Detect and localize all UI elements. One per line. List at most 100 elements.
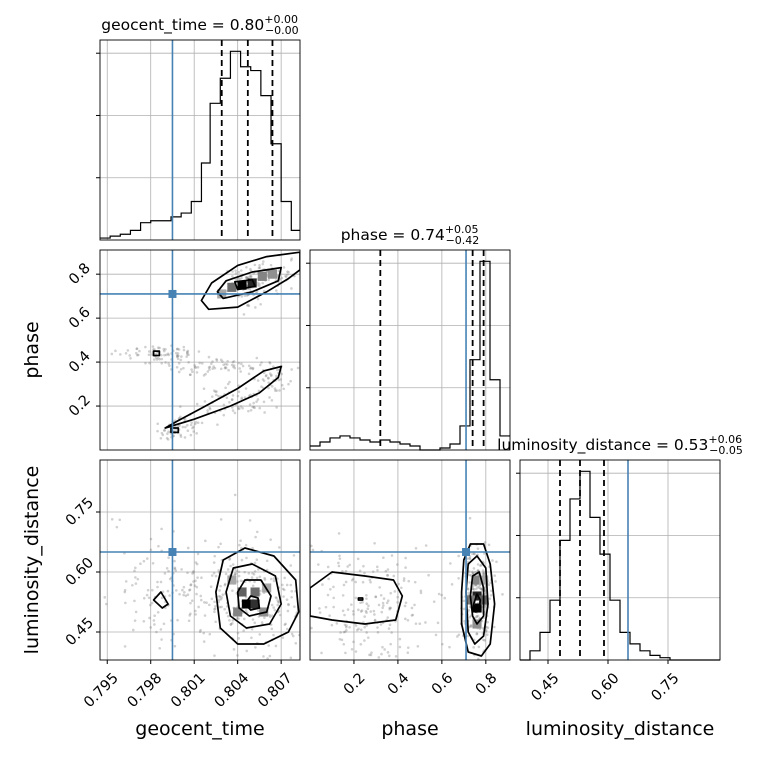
sample-point <box>244 387 248 390</box>
sample-point <box>160 431 164 435</box>
sample-point <box>403 604 407 608</box>
sample-point <box>183 417 187 421</box>
truth-marker <box>168 289 177 298</box>
sample-point <box>244 275 248 279</box>
sample-point <box>256 283 260 287</box>
sample-point <box>168 594 171 597</box>
sample-point <box>237 384 240 387</box>
sample-point <box>262 371 266 375</box>
sample-point <box>343 630 347 634</box>
sample-point <box>365 602 369 606</box>
sample-point <box>214 620 217 624</box>
sample-point <box>302 577 305 580</box>
sample-point <box>224 365 227 369</box>
sample-point <box>389 591 393 595</box>
density-cell <box>227 575 237 585</box>
sample-point <box>251 571 254 575</box>
sample-point <box>186 571 189 575</box>
sample-point <box>494 580 497 583</box>
sample-point <box>110 517 114 521</box>
density-cell <box>250 587 260 597</box>
sample-point <box>173 644 177 648</box>
sample-point <box>306 554 309 557</box>
x-tick-label-phase: 0.2 <box>341 670 369 698</box>
sample-point <box>256 379 260 382</box>
sample-point <box>235 569 238 573</box>
sample-point <box>318 607 321 610</box>
sample-point <box>160 638 163 641</box>
sample-point <box>167 362 170 365</box>
sample-point <box>382 604 385 607</box>
sample-point <box>176 352 180 355</box>
sample-point <box>161 590 165 594</box>
sample-point <box>285 275 288 278</box>
sample-point <box>386 574 389 577</box>
sample-point <box>249 393 252 397</box>
sample-point <box>351 577 355 581</box>
frames-layer <box>96 39 721 664</box>
sample-point <box>462 599 466 603</box>
sample-point <box>389 606 393 610</box>
sample-point <box>270 399 274 402</box>
sample-point <box>242 617 246 621</box>
sample-point <box>161 433 165 437</box>
sample-point <box>189 423 193 427</box>
sample-point <box>277 378 281 382</box>
contour-line <box>152 350 161 357</box>
sample-point <box>419 591 423 595</box>
sample-point <box>402 577 406 580</box>
sample-point <box>267 376 270 380</box>
sample-point <box>212 561 216 564</box>
sample-point <box>475 632 479 635</box>
sample-point <box>248 403 252 406</box>
sample-point <box>381 645 384 649</box>
sample-point <box>208 406 212 410</box>
sample-point <box>298 633 300 637</box>
sample-point <box>123 590 127 594</box>
sample-point <box>258 363 262 367</box>
x-tick-label-geocent_time: 0.804 <box>212 670 253 711</box>
x-tick-label-phase: 0.6 <box>429 670 457 698</box>
contour-line <box>225 563 283 629</box>
sample-point <box>226 359 229 363</box>
sample-point <box>194 609 197 613</box>
sample-point <box>274 389 277 392</box>
sample-point <box>251 366 255 370</box>
sample-point <box>145 557 149 560</box>
sample-point <box>386 568 390 571</box>
sample-point <box>250 366 253 370</box>
sample-point <box>231 563 235 566</box>
sample-point <box>277 609 281 613</box>
grid-layer <box>100 40 720 660</box>
sample-point <box>156 346 160 350</box>
sample-point <box>222 363 225 367</box>
sample-point <box>191 572 194 575</box>
sample-point <box>472 665 475 668</box>
sample-point <box>214 574 218 578</box>
sample-point <box>208 632 212 636</box>
sample-point <box>248 274 252 278</box>
sample-point <box>450 583 454 586</box>
sample-point <box>383 648 386 651</box>
sample-point <box>487 543 491 547</box>
sample-point <box>476 585 479 589</box>
sample-point <box>158 346 161 350</box>
sample-point <box>223 366 227 370</box>
sample-point <box>267 386 270 390</box>
sample-point <box>266 657 269 660</box>
contour-line <box>164 365 283 429</box>
sample-point <box>151 561 155 565</box>
sample-point <box>190 368 193 371</box>
title-luminosity_distance: luminosity_distance = 0.53+0.06 −0.05 <box>497 433 743 457</box>
sample-point <box>256 398 260 401</box>
sample-point <box>411 613 415 617</box>
sample-point <box>152 619 156 622</box>
sample-point <box>327 577 330 581</box>
sample-point <box>158 646 162 650</box>
sample-point <box>386 651 390 654</box>
sample-point <box>148 361 151 365</box>
sample-point <box>236 394 240 398</box>
sample-point <box>344 580 348 584</box>
sample-point <box>202 640 206 643</box>
sample-point <box>413 580 417 584</box>
